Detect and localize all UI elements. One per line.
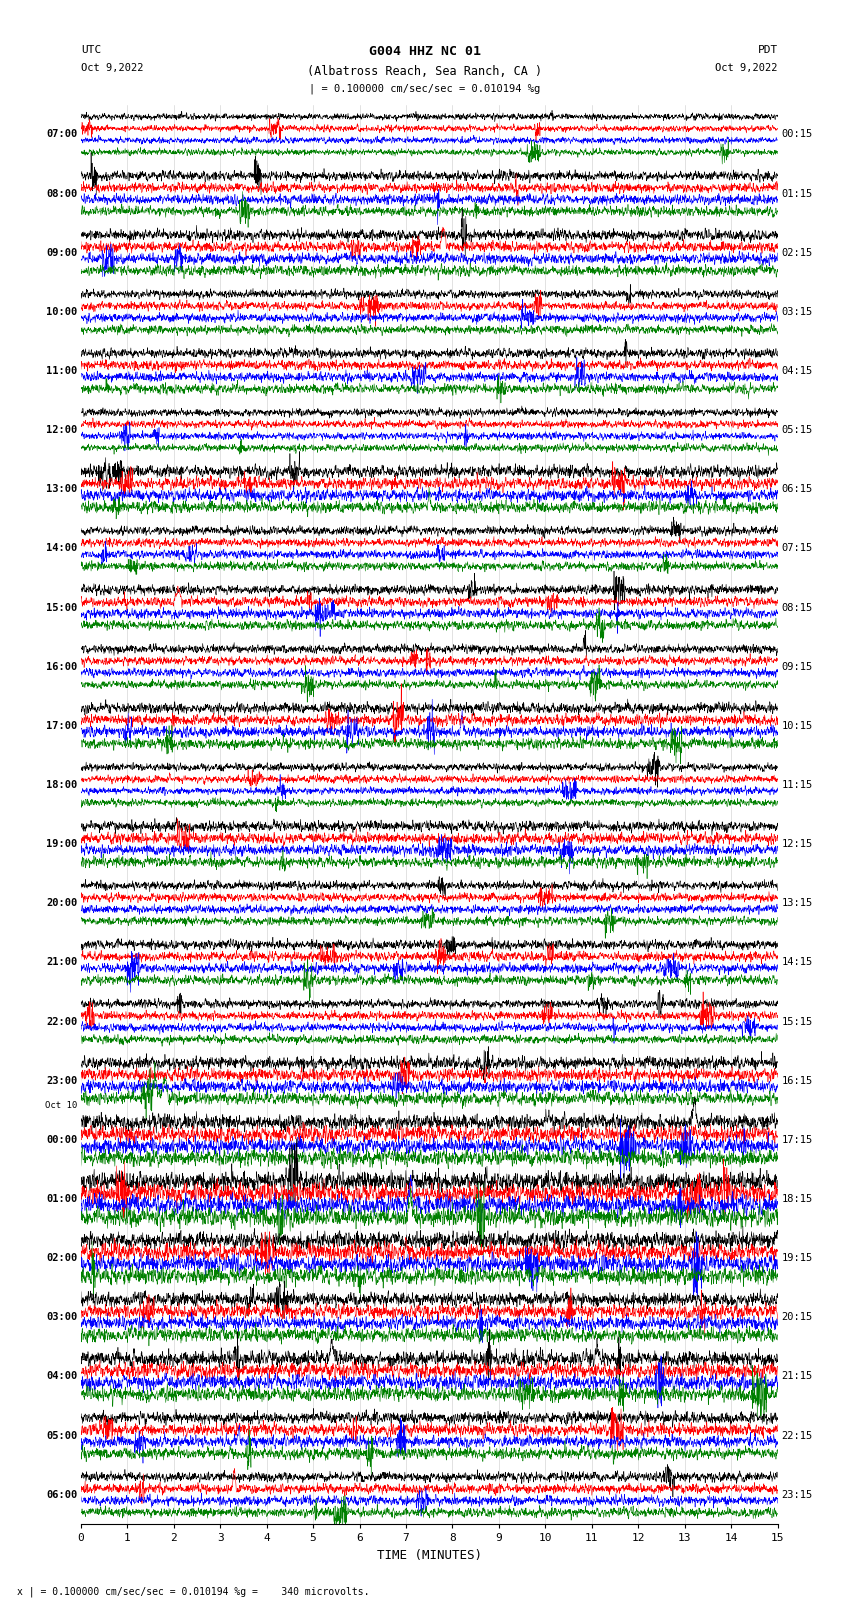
- Text: x | = 0.100000 cm/sec/sec = 0.010194 %g =    340 microvolts.: x | = 0.100000 cm/sec/sec = 0.010194 %g …: [17, 1586, 370, 1597]
- Text: 07:15: 07:15: [781, 544, 813, 553]
- Text: 18:15: 18:15: [781, 1194, 813, 1203]
- Text: 10:15: 10:15: [781, 721, 813, 731]
- Text: PDT: PDT: [757, 45, 778, 55]
- Text: 20:15: 20:15: [781, 1313, 813, 1323]
- Text: 19:00: 19:00: [46, 839, 77, 848]
- Text: 13:15: 13:15: [781, 898, 813, 908]
- Text: 16:15: 16:15: [781, 1076, 813, 1086]
- Text: 20:00: 20:00: [46, 898, 77, 908]
- Text: 04:00: 04:00: [46, 1371, 77, 1381]
- Text: 02:00: 02:00: [46, 1253, 77, 1263]
- Text: 15:15: 15:15: [781, 1016, 813, 1026]
- X-axis label: TIME (MINUTES): TIME (MINUTES): [377, 1548, 482, 1561]
- Text: 01:15: 01:15: [781, 189, 813, 198]
- Text: 05:00: 05:00: [46, 1431, 77, 1440]
- Text: 08:15: 08:15: [781, 603, 813, 613]
- Text: 10:00: 10:00: [46, 306, 77, 316]
- Text: 02:15: 02:15: [781, 248, 813, 258]
- Text: 03:00: 03:00: [46, 1313, 77, 1323]
- Text: G004 HHZ NC 01: G004 HHZ NC 01: [369, 45, 481, 58]
- Text: 11:00: 11:00: [46, 366, 77, 376]
- Text: 17:15: 17:15: [781, 1136, 813, 1145]
- Text: 12:00: 12:00: [46, 426, 77, 436]
- Text: 15:00: 15:00: [46, 603, 77, 613]
- Text: 11:15: 11:15: [781, 781, 813, 790]
- Text: 21:00: 21:00: [46, 958, 77, 968]
- Text: 00:15: 00:15: [781, 129, 813, 139]
- Text: Oct 9,2022: Oct 9,2022: [715, 63, 778, 73]
- Text: 22:15: 22:15: [781, 1431, 813, 1440]
- Text: 03:15: 03:15: [781, 306, 813, 316]
- Text: 13:00: 13:00: [46, 484, 77, 494]
- Text: 08:00: 08:00: [46, 189, 77, 198]
- Text: Oct 9,2022: Oct 9,2022: [81, 63, 144, 73]
- Text: UTC: UTC: [81, 45, 101, 55]
- Text: 14:15: 14:15: [781, 958, 813, 968]
- Text: 01:00: 01:00: [46, 1194, 77, 1203]
- Text: Oct 10: Oct 10: [45, 1102, 77, 1110]
- Text: 22:00: 22:00: [46, 1016, 77, 1026]
- Text: 07:00: 07:00: [46, 129, 77, 139]
- Text: 06:15: 06:15: [781, 484, 813, 494]
- Text: 16:00: 16:00: [46, 661, 77, 671]
- Text: 04:15: 04:15: [781, 366, 813, 376]
- Text: 23:15: 23:15: [781, 1490, 813, 1500]
- Text: 19:15: 19:15: [781, 1253, 813, 1263]
- Text: 09:00: 09:00: [46, 248, 77, 258]
- Text: 23:00: 23:00: [46, 1076, 77, 1086]
- Text: 09:15: 09:15: [781, 661, 813, 671]
- Text: 14:00: 14:00: [46, 544, 77, 553]
- Text: 00:00: 00:00: [46, 1136, 77, 1145]
- Text: 17:00: 17:00: [46, 721, 77, 731]
- Text: 06:00: 06:00: [46, 1490, 77, 1500]
- Text: 05:15: 05:15: [781, 426, 813, 436]
- Text: 21:15: 21:15: [781, 1371, 813, 1381]
- Text: | = 0.100000 cm/sec/sec = 0.010194 %g: | = 0.100000 cm/sec/sec = 0.010194 %g: [309, 84, 541, 95]
- Text: 18:00: 18:00: [46, 781, 77, 790]
- Text: (Albatross Reach, Sea Ranch, CA ): (Albatross Reach, Sea Ranch, CA ): [308, 65, 542, 77]
- Text: 12:15: 12:15: [781, 839, 813, 848]
